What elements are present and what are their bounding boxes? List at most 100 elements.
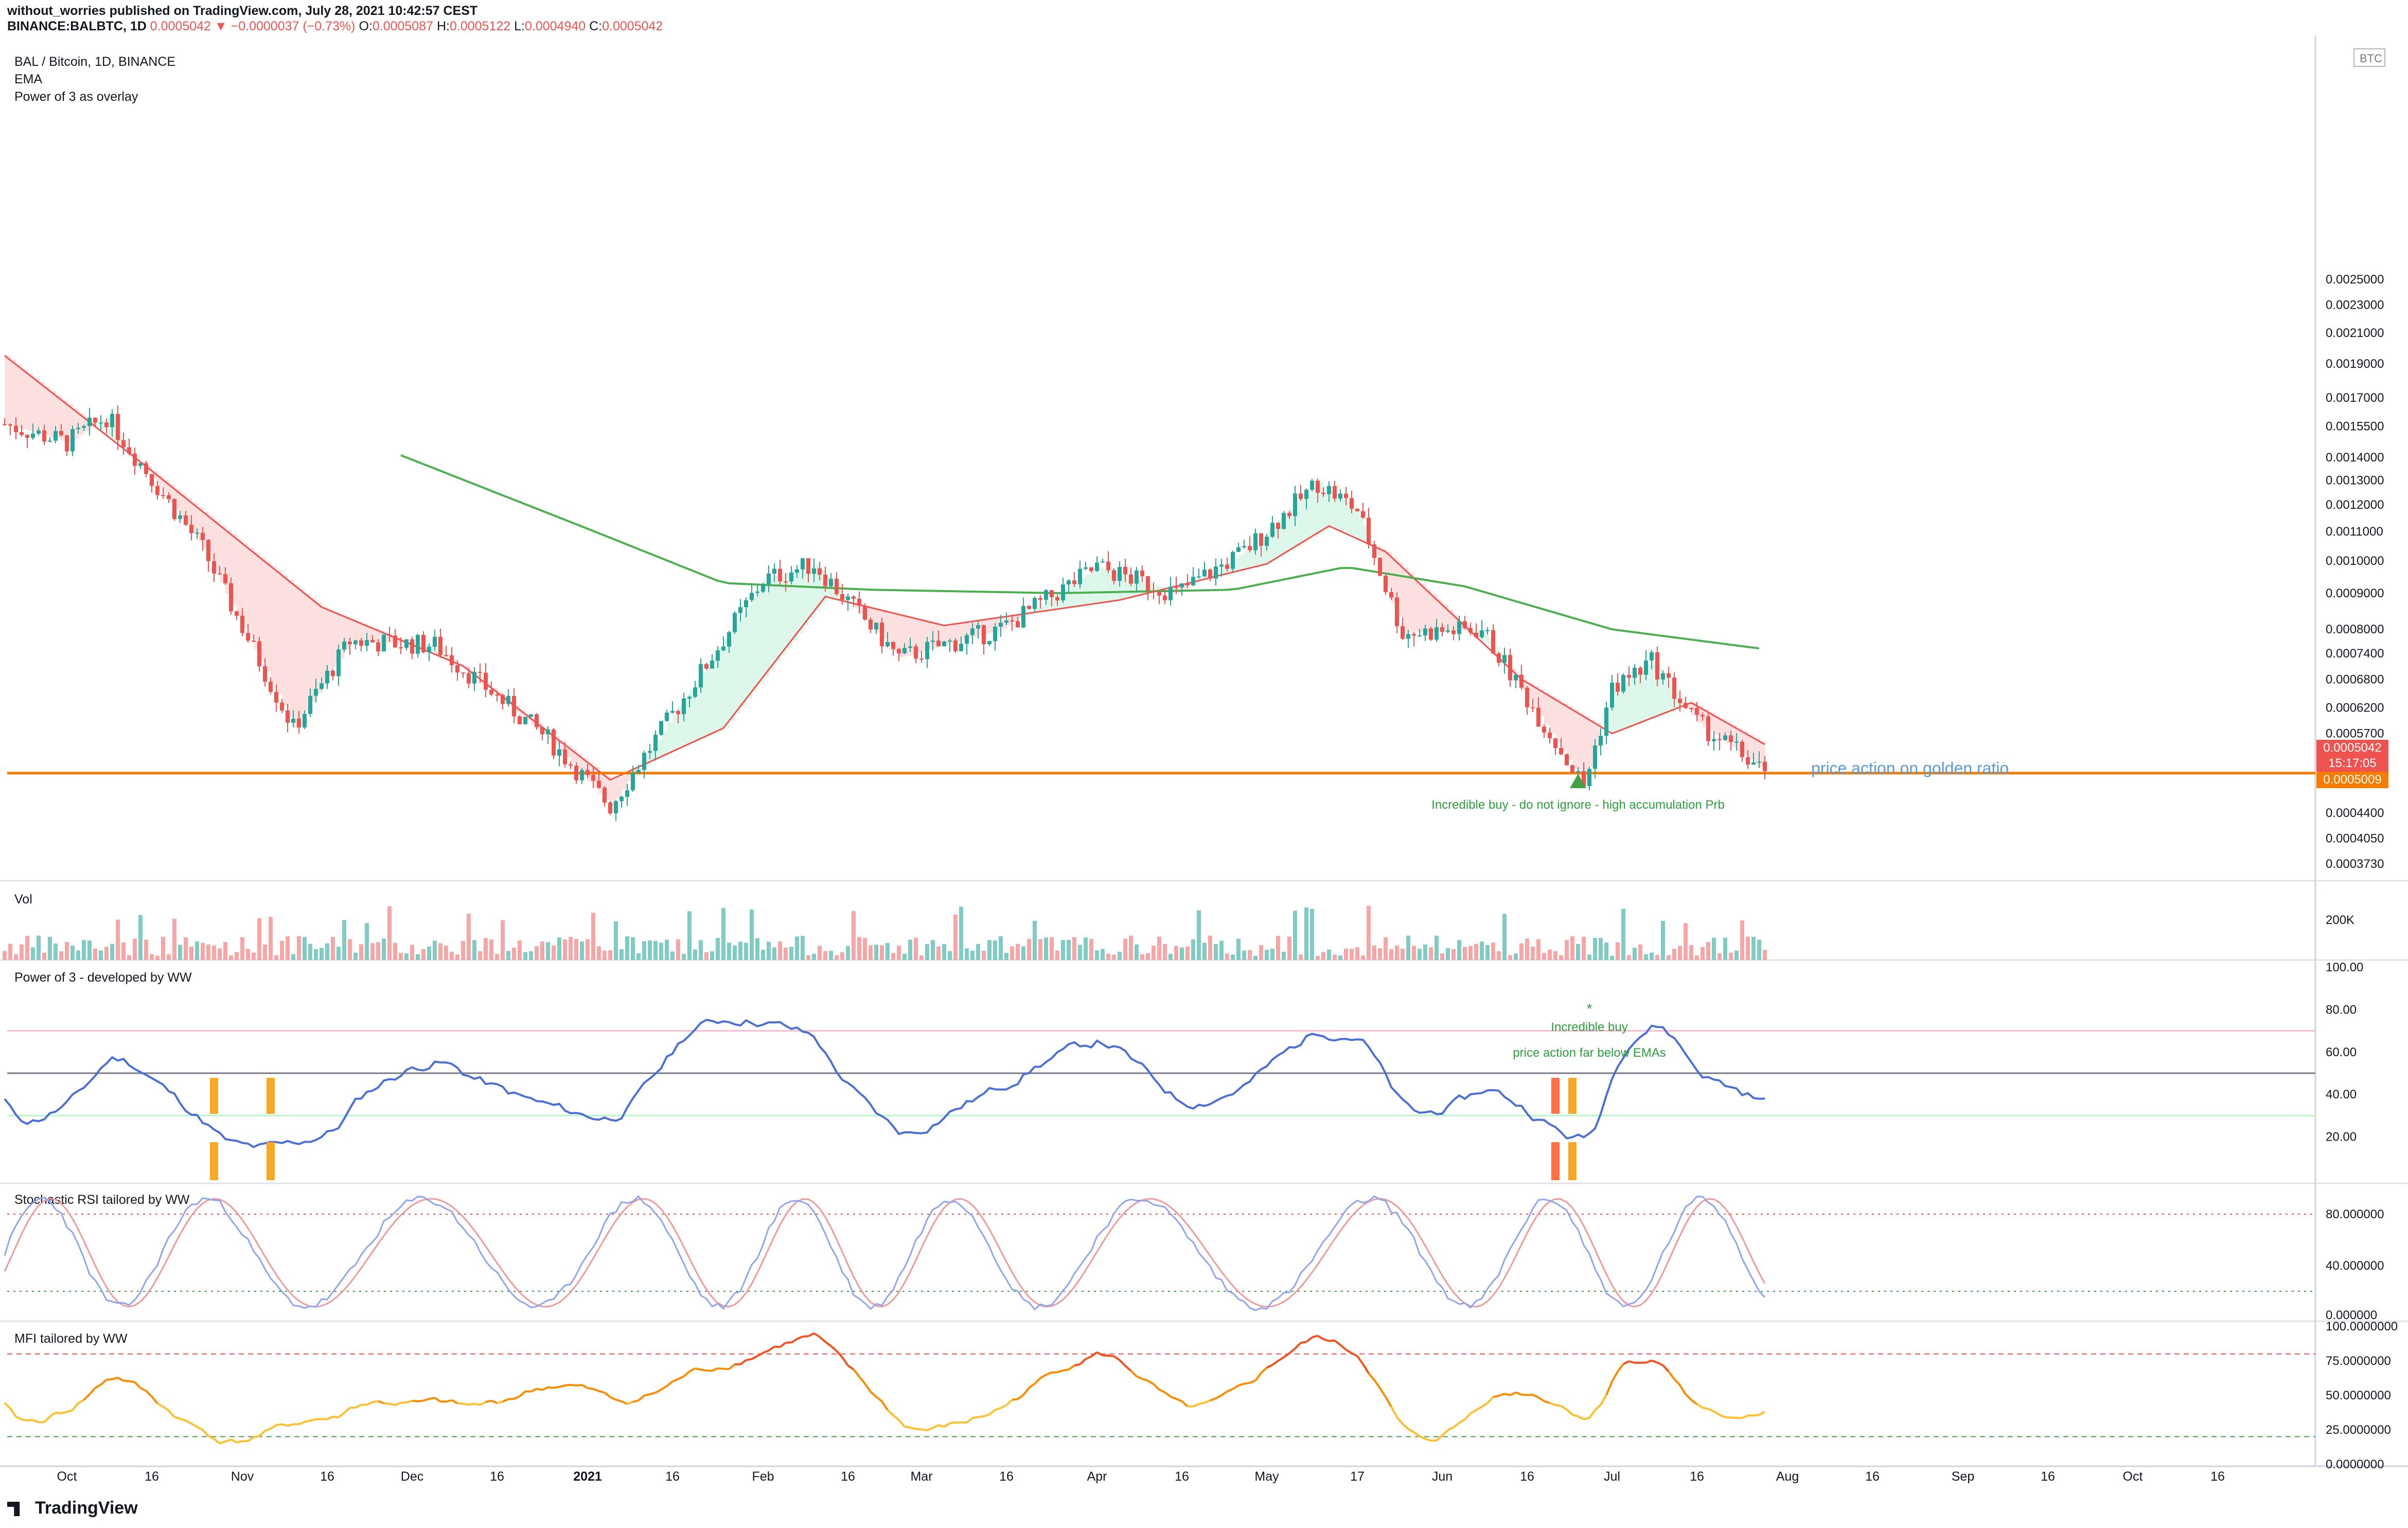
candle xyxy=(1389,588,1393,600)
pane-title-mfi[interactable]: MFI tailored by WW xyxy=(14,1331,128,1346)
volume-bar xyxy=(286,936,290,960)
candle xyxy=(1378,557,1382,577)
volume-bar xyxy=(8,944,12,960)
volume-bar xyxy=(1684,923,1688,960)
candle xyxy=(1101,558,1105,563)
mfi-segment xyxy=(756,1352,764,1357)
ema-ribbon-band xyxy=(1471,630,1477,632)
volume-bar xyxy=(1259,945,1263,960)
candle xyxy=(1587,767,1591,791)
candle-body xyxy=(1078,568,1082,584)
mfi-segment xyxy=(712,1367,718,1372)
volume-bar xyxy=(212,945,216,960)
candle xyxy=(942,641,946,647)
candle-body xyxy=(1225,564,1229,569)
ema-ribbon-band xyxy=(1018,615,1024,618)
mfi-tick-label: 0.0000000 xyxy=(2326,1458,2384,1471)
candle-body xyxy=(908,646,912,648)
candle xyxy=(280,699,284,713)
time-tick-label: 16 xyxy=(841,1469,855,1484)
time-tick-label: 16 xyxy=(2041,1469,2055,1484)
candle xyxy=(370,635,375,643)
ema-ribbon-band xyxy=(769,578,775,670)
ema-ribbon-band xyxy=(1250,546,1256,568)
volume-bar xyxy=(1570,936,1574,960)
mfi-segment xyxy=(1436,1434,1443,1442)
candle xyxy=(1672,672,1676,707)
mfi-segment xyxy=(1119,1359,1126,1367)
volume-bar xyxy=(461,941,465,960)
volume-bar xyxy=(1514,953,1518,960)
ema-ribbon-band xyxy=(1618,684,1624,732)
ema-ribbon-band xyxy=(242,543,249,628)
candle xyxy=(857,591,861,614)
mfi-segment xyxy=(9,1408,17,1417)
candle xyxy=(376,639,380,656)
volume-bar xyxy=(1582,936,1586,960)
candle xyxy=(1485,627,1490,635)
mfi-segment xyxy=(615,1398,622,1402)
ema-ribbon-band xyxy=(22,369,28,430)
tradingview-logo[interactable]: TradingView xyxy=(7,1498,138,1518)
mfi-segment xyxy=(1271,1360,1279,1366)
ema-ribbon-band xyxy=(197,507,203,541)
pane-title-stoch-rsi[interactable]: Stochastic RSI tailored by WW xyxy=(14,1193,190,1207)
overlay-power-of-3[interactable]: Power of 3 as overlay xyxy=(14,90,138,104)
overlay-title[interactable]: BAL / Bitcoin, 1D, BINANCE xyxy=(14,55,176,69)
candle xyxy=(823,566,827,592)
mfi-segment xyxy=(185,1419,192,1425)
volume-bar xyxy=(772,947,776,960)
candle-body xyxy=(76,428,80,430)
overlay-ema[interactable]: EMA xyxy=(14,72,43,86)
volume-bar xyxy=(869,945,873,960)
candle-body xyxy=(721,646,725,651)
pane-title-power-of-3[interactable]: Power of 3 - developed by WW xyxy=(14,970,192,985)
candle-body xyxy=(965,635,969,644)
candle xyxy=(54,425,58,443)
volume-bar xyxy=(337,947,341,960)
candle-body xyxy=(557,749,561,756)
candle-body xyxy=(1474,632,1478,637)
candle xyxy=(1542,724,1546,738)
candle-body xyxy=(772,568,776,574)
volume-bar xyxy=(1270,949,1274,960)
candle xyxy=(1327,481,1331,502)
ema-ribbon-band xyxy=(1289,509,1296,550)
candle xyxy=(184,511,188,526)
volume-bar xyxy=(1485,945,1490,960)
candle xyxy=(1236,542,1241,553)
candle xyxy=(846,593,850,611)
ema-ribbon-band xyxy=(1414,578,1420,633)
mfi-segment xyxy=(819,1336,826,1343)
mfi-segment xyxy=(236,1440,243,1444)
candle-body xyxy=(591,775,595,781)
candle-body xyxy=(87,417,92,427)
time-tick-label: 16 xyxy=(1865,1469,1880,1484)
volume-bar xyxy=(1327,949,1331,960)
candle xyxy=(891,642,895,656)
candle-body xyxy=(1661,673,1665,680)
candle-body xyxy=(1276,523,1280,529)
mfi-segment xyxy=(695,1367,701,1371)
volume-bar xyxy=(1027,939,1031,960)
volume-bar xyxy=(1621,909,1625,960)
mfi-segment xyxy=(140,1387,147,1392)
candle-body xyxy=(1570,765,1574,773)
candle-body xyxy=(1423,628,1427,635)
candle xyxy=(806,558,810,583)
pane-title-volume[interactable]: Vol xyxy=(14,892,32,907)
mfi-segment xyxy=(1294,1342,1302,1349)
mfi-segment xyxy=(1130,1370,1138,1377)
candle-body xyxy=(342,641,346,650)
buy-arrow-icon xyxy=(1570,774,1586,788)
candle xyxy=(314,679,318,703)
candle xyxy=(257,637,261,672)
mfi-segment xyxy=(83,1393,91,1401)
candle xyxy=(76,423,80,434)
candle xyxy=(523,717,527,725)
price-tick-label: 0.0007400 xyxy=(2326,647,2384,661)
candle-body xyxy=(1333,486,1337,499)
mfi-segment xyxy=(1742,1414,1748,1419)
power3-signal-bar xyxy=(210,1142,218,1180)
